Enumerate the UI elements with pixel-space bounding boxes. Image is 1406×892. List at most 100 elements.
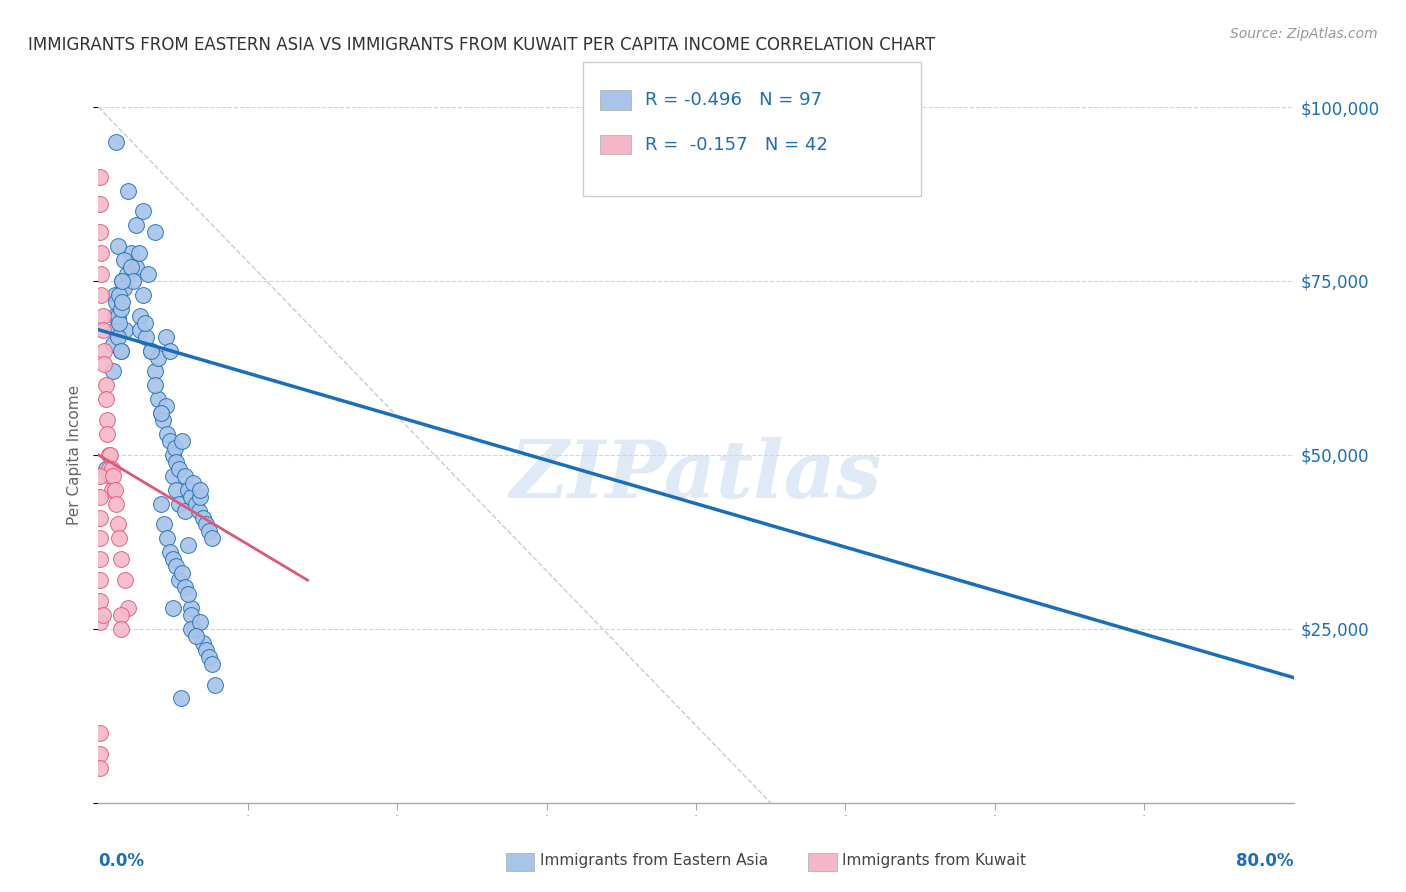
Point <box>159 545 181 559</box>
Point <box>139 343 162 358</box>
Point <box>143 364 166 378</box>
Point <box>135 329 157 343</box>
Text: Source: ZipAtlas.com: Source: ZipAtlas.com <box>1230 27 1378 41</box>
Point <box>93 358 115 372</box>
Point <box>91 607 114 622</box>
Point <box>111 274 134 288</box>
Point <box>181 475 204 490</box>
Point <box>91 309 114 323</box>
Point <box>100 468 122 483</box>
Point <box>89 726 111 740</box>
Text: R =  -0.157   N = 42: R = -0.157 N = 42 <box>645 136 828 153</box>
Point <box>101 483 124 497</box>
Point <box>96 413 118 427</box>
Point <box>110 343 132 358</box>
Point <box>162 468 184 483</box>
Point <box>104 483 127 497</box>
Point <box>169 691 191 706</box>
Point <box>150 406 173 420</box>
Point <box>97 448 120 462</box>
Point <box>89 468 111 483</box>
Point <box>148 351 170 365</box>
Point <box>108 316 131 330</box>
Point <box>198 649 221 664</box>
Point <box>121 274 143 288</box>
Point <box>180 622 202 636</box>
Point <box>100 448 122 462</box>
Point <box>201 657 224 671</box>
Point <box>152 413 174 427</box>
Point <box>117 184 139 198</box>
Text: Immigrants from Eastern Asia: Immigrants from Eastern Asia <box>540 854 768 868</box>
Point <box>104 323 127 337</box>
Point <box>128 246 150 260</box>
Point <box>174 468 197 483</box>
Text: 0.0%: 0.0% <box>98 852 145 870</box>
Point <box>89 225 111 239</box>
Point <box>111 274 134 288</box>
Point <box>180 490 202 504</box>
Point <box>187 503 209 517</box>
Point <box>89 532 111 546</box>
Point <box>110 301 132 316</box>
Point <box>153 517 176 532</box>
Point <box>162 601 184 615</box>
Point <box>89 169 111 184</box>
Point <box>188 483 211 497</box>
Point <box>188 490 211 504</box>
Point <box>172 434 194 448</box>
Point <box>90 267 112 281</box>
Text: IMMIGRANTS FROM EASTERN ASIA VS IMMIGRANTS FROM KUWAIT PER CAPITA INCOME CORRELA: IMMIGRANTS FROM EASTERN ASIA VS IMMIGRAN… <box>28 36 935 54</box>
Point <box>180 607 202 622</box>
Point <box>132 288 155 302</box>
Point <box>89 197 111 211</box>
Point <box>112 253 135 268</box>
Point <box>107 309 129 323</box>
Point <box>105 135 128 149</box>
Point <box>125 260 148 274</box>
Point <box>89 510 111 524</box>
Point <box>112 281 135 295</box>
Point <box>195 642 218 657</box>
Point <box>107 239 129 253</box>
Point <box>159 434 181 448</box>
Point <box>94 392 117 407</box>
Point <box>101 462 124 476</box>
Point <box>132 204 155 219</box>
Y-axis label: Per Capita Income: Per Capita Income <box>67 384 83 525</box>
Point <box>90 288 112 302</box>
Point <box>115 267 138 281</box>
Point <box>108 288 131 302</box>
Point <box>89 615 111 629</box>
Point <box>177 538 200 552</box>
Point <box>201 532 224 546</box>
Point <box>97 462 120 476</box>
Point <box>129 323 152 337</box>
Point <box>129 309 152 323</box>
Point <box>177 587 200 601</box>
Point <box>110 622 132 636</box>
Point <box>143 378 166 392</box>
Point <box>155 329 177 343</box>
Point <box>117 601 139 615</box>
Point <box>93 343 115 358</box>
Text: ZIPatlas: ZIPatlas <box>510 437 882 515</box>
Point <box>90 246 112 260</box>
Point <box>172 566 194 581</box>
Point <box>103 468 125 483</box>
Point <box>143 225 166 239</box>
Point <box>89 747 111 761</box>
Point <box>110 343 132 358</box>
Point <box>110 552 132 566</box>
Point <box>167 462 190 476</box>
Point <box>94 462 117 476</box>
Point <box>165 483 187 497</box>
Point <box>89 573 111 587</box>
Point <box>191 636 214 650</box>
Point <box>120 246 142 260</box>
Point <box>184 629 207 643</box>
Point <box>162 552 184 566</box>
Point <box>167 497 190 511</box>
Point <box>174 580 197 594</box>
Point <box>162 448 184 462</box>
